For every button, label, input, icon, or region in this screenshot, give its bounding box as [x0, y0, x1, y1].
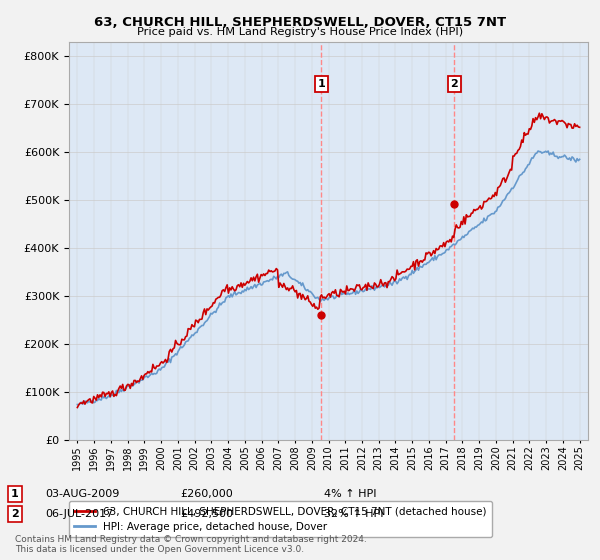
Legend: 63, CHURCH HILL, SHEPHERDSWELL, DOVER, CT15 7NT (detached house), HPI: Average p: 63, CHURCH HILL, SHEPHERDSWELL, DOVER, C… — [69, 501, 492, 537]
Text: 32% ↑ HPI: 32% ↑ HPI — [324, 509, 383, 519]
Text: £492,500: £492,500 — [180, 509, 233, 519]
Text: 2: 2 — [451, 79, 458, 88]
Text: £260,000: £260,000 — [180, 489, 233, 499]
Text: 03-AUG-2009: 03-AUG-2009 — [45, 489, 119, 499]
Text: 2: 2 — [11, 509, 19, 519]
Text: 63, CHURCH HILL, SHEPHERDSWELL, DOVER, CT15 7NT: 63, CHURCH HILL, SHEPHERDSWELL, DOVER, C… — [94, 16, 506, 29]
Text: 4% ↑ HPI: 4% ↑ HPI — [324, 489, 377, 499]
Text: Price paid vs. HM Land Registry's House Price Index (HPI): Price paid vs. HM Land Registry's House … — [137, 27, 463, 37]
Text: 1: 1 — [317, 79, 325, 88]
Text: 06-JUL-2017: 06-JUL-2017 — [45, 509, 113, 519]
Text: Contains HM Land Registry data © Crown copyright and database right 2024.
This d: Contains HM Land Registry data © Crown c… — [15, 535, 367, 554]
Text: 1: 1 — [11, 489, 19, 499]
